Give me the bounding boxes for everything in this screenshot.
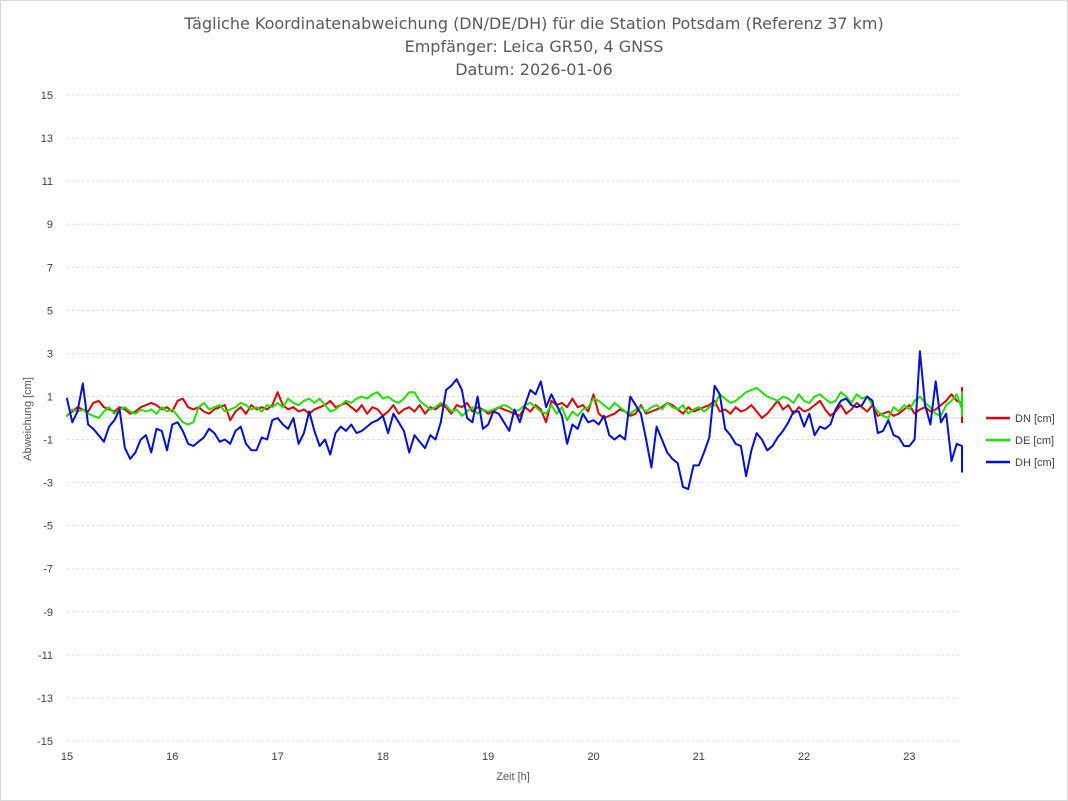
legend-item-dn: DN [cm] (986, 413, 1055, 425)
series-line-de (66, 386, 963, 426)
y-tick-label: 5 (47, 305, 53, 317)
y-tick-label: -11 (38, 650, 53, 662)
x-tick-label: 17 (271, 751, 283, 763)
y-tick-label: 3 (47, 348, 53, 360)
x-tick-label: 23 (903, 751, 915, 763)
chart-title: Tägliche Koordinatenabweichung (DN/DE/DH… (183, 14, 883, 79)
x-tick-label: 16 (166, 751, 178, 763)
legend-label: DH [cm] (1015, 457, 1055, 469)
data-series (66, 350, 963, 491)
y-tick-label: 11 (42, 176, 53, 188)
legend: DN [cm] DE [cm] DH [cm] (986, 413, 1055, 469)
x-axis-title: Zeit [h] (496, 771, 530, 783)
y-tick-label: 7 (47, 262, 53, 274)
y-tick-label: -3 (43, 478, 53, 490)
x-tick-label: 18 (377, 751, 389, 763)
legend-label: DE [cm] (1015, 435, 1054, 447)
x-axis-tick-labels: 15 16 17 18 19 20 21 22 23 (61, 751, 916, 763)
y-tick-label: 13 (41, 133, 53, 145)
y-tick-label: 15 (41, 90, 53, 102)
y-axis-title: Abweichung [cm] (22, 377, 34, 461)
chart-title-line-2: Empfänger: Leica GR50, 4 GNSS (405, 37, 664, 56)
x-tick-label: 21 (693, 751, 705, 763)
x-tick-label: 22 (798, 751, 810, 763)
y-tick-label: -13 (37, 693, 53, 705)
y-axis-tick-labels: 15 13 11 9 7 5 3 1 -1 -3 -5 -7 -9 -11 -13 -15 (37, 90, 53, 748)
x-tick-label: 15 (61, 751, 73, 763)
y-tick-label: 9 (47, 219, 53, 231)
legend-label: DN [cm] (1015, 413, 1055, 425)
legend-item-de: DE [cm] (986, 435, 1054, 447)
x-tick-label: 19 (482, 751, 494, 763)
gridlines (67, 94, 962, 742)
series-line-dh (66, 350, 963, 491)
chart-title-line-3: Datum: 2026-01-06 (455, 60, 613, 79)
legend-item-dh: DH [cm] (986, 457, 1055, 469)
y-tick-label: -15 (37, 736, 53, 748)
y-tick-label: -7 (43, 564, 53, 576)
x-tick-label: 20 (587, 751, 599, 763)
y-tick-label: -5 (43, 521, 53, 533)
y-tick-label: -1 (43, 435, 53, 447)
chart-title-line-1: Tägliche Koordinatenabweichung (DN/DE/DH… (183, 14, 883, 33)
y-tick-label: 1 (47, 391, 53, 403)
series-line-dn (66, 386, 963, 424)
y-tick-label: -9 (43, 607, 53, 619)
